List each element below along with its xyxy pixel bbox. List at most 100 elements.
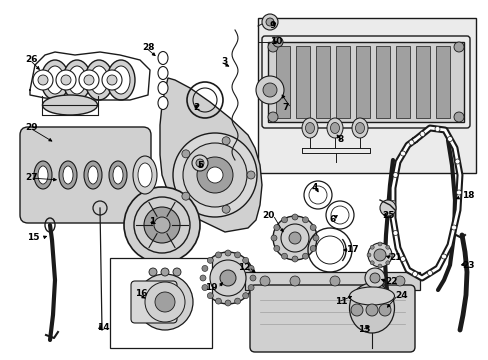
Ellipse shape [46, 66, 64, 94]
Text: 15: 15 [27, 234, 40, 243]
Text: 18: 18 [461, 190, 473, 199]
Circle shape [289, 276, 299, 286]
Text: 22: 22 [384, 278, 397, 287]
Circle shape [312, 235, 318, 241]
Text: 21: 21 [388, 253, 401, 262]
Circle shape [260, 276, 269, 286]
Circle shape [377, 264, 381, 268]
Circle shape [246, 171, 254, 179]
Text: 14: 14 [97, 324, 109, 333]
Circle shape [79, 70, 99, 90]
Ellipse shape [59, 161, 77, 189]
Circle shape [456, 190, 461, 195]
Circle shape [267, 112, 278, 122]
Circle shape [364, 268, 384, 288]
Circle shape [272, 216, 316, 260]
Ellipse shape [158, 81, 168, 94]
Circle shape [102, 70, 122, 90]
Circle shape [385, 261, 389, 265]
Circle shape [267, 42, 278, 52]
Circle shape [273, 225, 279, 230]
Text: 6: 6 [329, 216, 336, 225]
Circle shape [408, 140, 413, 145]
Circle shape [56, 70, 76, 90]
Text: 27: 27 [25, 174, 38, 183]
Text: 8: 8 [337, 135, 344, 144]
Circle shape [209, 260, 245, 296]
Ellipse shape [349, 287, 394, 305]
Circle shape [350, 304, 362, 316]
Circle shape [400, 151, 405, 156]
Circle shape [434, 126, 439, 131]
Ellipse shape [158, 96, 168, 109]
Text: 1: 1 [148, 217, 155, 226]
Ellipse shape [330, 122, 339, 134]
Circle shape [272, 37, 283, 47]
Ellipse shape [88, 166, 98, 184]
Text: 24: 24 [394, 291, 407, 300]
Circle shape [379, 200, 395, 216]
Text: 25: 25 [381, 211, 394, 220]
Circle shape [183, 143, 246, 207]
Ellipse shape [113, 166, 123, 184]
Circle shape [453, 112, 463, 122]
Circle shape [447, 136, 451, 141]
Ellipse shape [63, 60, 91, 100]
Circle shape [369, 245, 373, 249]
Circle shape [450, 225, 456, 230]
Text: 3: 3 [221, 58, 227, 67]
Circle shape [329, 276, 339, 286]
Text: 19: 19 [205, 284, 218, 292]
Circle shape [367, 243, 391, 267]
Text: 20: 20 [262, 211, 274, 220]
Circle shape [262, 14, 278, 30]
FancyBboxPatch shape [131, 281, 177, 323]
Circle shape [161, 268, 169, 276]
Circle shape [234, 252, 240, 258]
Ellipse shape [85, 60, 113, 100]
Circle shape [247, 284, 254, 291]
Circle shape [197, 157, 232, 193]
Bar [355, 46, 369, 118]
Circle shape [207, 257, 213, 263]
Circle shape [291, 214, 297, 220]
Ellipse shape [133, 156, 157, 194]
Text: 4: 4 [311, 184, 318, 193]
Bar [244, 272, 419, 290]
Ellipse shape [302, 118, 317, 138]
Circle shape [263, 83, 276, 97]
Bar [435, 46, 449, 118]
Circle shape [222, 137, 230, 145]
Ellipse shape [41, 60, 69, 100]
Circle shape [200, 275, 205, 281]
Circle shape [256, 76, 284, 104]
Ellipse shape [355, 122, 364, 134]
Text: 5: 5 [197, 162, 203, 171]
Text: 2: 2 [193, 104, 199, 112]
Circle shape [369, 261, 373, 265]
Ellipse shape [42, 95, 97, 115]
Circle shape [33, 70, 53, 90]
Circle shape [61, 75, 71, 85]
Ellipse shape [349, 283, 394, 333]
Ellipse shape [107, 60, 135, 100]
Bar [267, 42, 463, 122]
Bar [395, 46, 409, 118]
Bar [295, 46, 309, 118]
Ellipse shape [68, 66, 86, 94]
Ellipse shape [138, 163, 152, 187]
Ellipse shape [84, 161, 102, 189]
Circle shape [441, 254, 446, 259]
Bar [415, 46, 429, 118]
Text: 17: 17 [346, 246, 358, 255]
Ellipse shape [109, 161, 127, 189]
Text: 23: 23 [461, 261, 473, 270]
Circle shape [182, 192, 189, 200]
Circle shape [390, 201, 395, 206]
Ellipse shape [34, 161, 52, 189]
Ellipse shape [158, 67, 168, 80]
Text: 10: 10 [269, 37, 282, 46]
Circle shape [137, 274, 193, 330]
Ellipse shape [326, 118, 342, 138]
Text: 12: 12 [238, 262, 250, 271]
